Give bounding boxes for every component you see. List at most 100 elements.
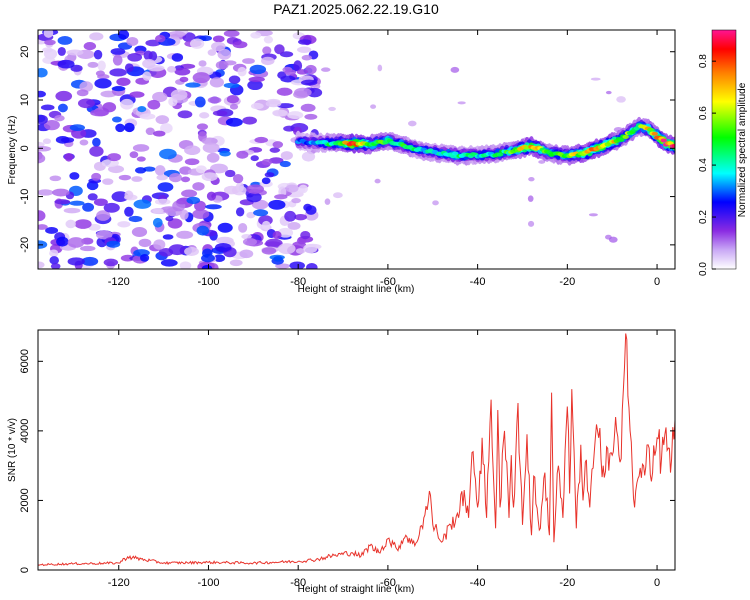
noise-blob [129,151,139,159]
chart-title: PAZ1.2025.062.22.19.G10 [273,1,439,17]
top-xtick-label: -40 [470,276,486,288]
noise-blob [289,261,305,269]
noise-blob [42,47,53,53]
noise-blob [57,59,75,69]
top-ytick-label: 0 [19,145,31,151]
bottom-xtick-label: 0 [654,577,660,589]
noise-blob [374,178,381,184]
noise-blob [38,146,52,152]
noise-blob [306,263,318,269]
noise-blob [42,138,52,145]
noise-blob [38,189,54,196]
noise-blob [206,191,217,201]
noise-blob [102,178,114,185]
noise-blob [94,78,112,89]
noise-blob [54,199,71,205]
noise-blob [432,200,439,206]
top-x-axis-label: Height of straight line (km) [298,284,415,295]
noise-blob [210,163,228,174]
noise-blob [96,210,111,221]
noise-blob [300,230,311,240]
noise-blob [147,99,161,110]
noise-blob [254,136,269,143]
noise-blob [201,253,215,263]
noise-blob [179,261,192,269]
noise-blob [272,231,282,239]
ridge-cell [451,151,459,156]
noise-blob [131,176,143,182]
noise-blob [108,165,125,174]
noise-blob [224,169,236,178]
noise-blob [201,172,218,182]
noise-blob [56,236,69,247]
noise-blob [198,60,207,67]
noise-blob [229,259,243,267]
top-x-axis: -120 -100 -80 -60 -40 -20 0 [108,30,660,288]
noise-blob [300,79,318,86]
noise-blob [67,257,85,266]
noise-blob [285,184,299,193]
noise-blob [246,184,265,194]
noise-blob [301,54,313,61]
noise-blob [65,219,76,229]
colorbar-ticks: 0.0 0.2 0.4 0.6 0.8 [698,54,716,276]
noise-blob [186,196,201,205]
bottom-x-axis: -120 -100 -80 -60 -40 -20 0 [108,330,660,589]
noise-blob [249,64,267,75]
noise-blob [89,146,104,157]
noise-blob [238,222,248,233]
colorbar-tick-label: 0.8 [698,54,709,68]
noise-blob [306,87,323,98]
top-xtick-label: -60 [380,276,396,288]
noise-blob [97,60,106,71]
noise-blob [229,103,239,110]
noise-blob [261,158,273,166]
noise-blob [124,190,134,200]
noise-blob [232,174,244,184]
noise-blob [605,90,612,95]
noise-blob [154,34,166,43]
noise-blob [194,96,206,108]
noise-blob [225,117,243,127]
noise-blob [246,192,262,203]
noise-blob [277,71,287,79]
noise-blob [272,109,288,117]
noise-blob [55,90,73,102]
noise-blob [126,36,139,46]
top-xtick-label: -20 [559,276,575,288]
noise-blob [93,49,103,60]
noise-blob [142,58,156,69]
colorbar-gradient [711,29,737,270]
bottom-y-axis-label: SNR (10 * v/v) [7,418,18,482]
noise-blob [192,72,211,84]
noise-blob [527,220,535,227]
noise-blob [117,30,130,40]
noise-blob [38,67,48,78]
noise-blob [43,120,60,131]
noise-blob [162,234,174,240]
colorbar-tick-label: 0.2 [698,210,709,224]
noise-blob [293,60,303,72]
colorbar-tick-label: 0.6 [698,106,709,120]
noise-blob [287,222,301,230]
noise-blob [205,204,222,210]
noise-blob [192,182,205,191]
noise-blob [103,258,119,267]
bottom-y-axis: 0 2000 4000 6000 [19,349,675,573]
noise-blob [291,198,301,204]
bottom-xtick-label: -120 [108,577,130,589]
noise-blob [137,105,147,113]
noise-blob [81,256,99,266]
noise-blob [528,176,535,182]
top-y-axis: -20 -10 0 10 20 [19,46,675,253]
noise-blob [217,222,233,233]
noise-blob [57,36,73,45]
noise-blob [120,98,134,110]
noise-blob [49,175,62,182]
noise-blob [38,141,45,148]
noise-blob [242,238,257,246]
noise-blob [132,144,150,152]
top-ytick-label: 20 [19,46,31,58]
bottom-xtick-label: -60 [380,577,396,589]
